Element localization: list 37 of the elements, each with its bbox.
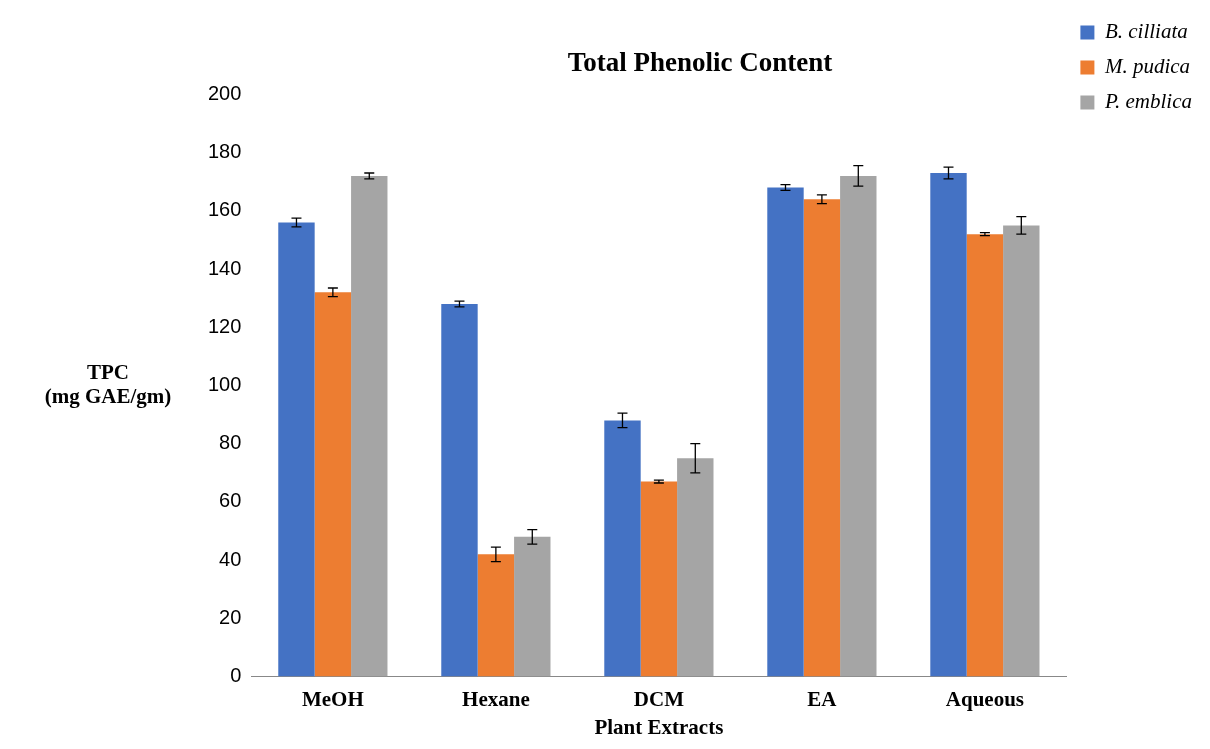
- bar: [441, 303, 478, 677]
- x-tick-label: DCM: [633, 686, 685, 711]
- y-tick-label: 40: [219, 547, 242, 570]
- y-tick-label: 80: [219, 431, 242, 454]
- x-tick-label: Aqueous: [945, 686, 1024, 711]
- bar: [477, 554, 515, 677]
- y-tick-label: 180: [207, 140, 242, 163]
- y-tick-label: 160: [207, 198, 242, 221]
- y-tick-label: 100: [207, 373, 242, 396]
- bar: [278, 222, 315, 677]
- bar: [930, 173, 967, 677]
- legend-label: P. emblica: [1103, 89, 1193, 114]
- bar: [767, 187, 804, 677]
- bar: [803, 199, 841, 677]
- x-tick-label: MeOH: [301, 686, 364, 711]
- bar: [514, 536, 551, 677]
- x-tick-label: Hexane: [462, 686, 530, 711]
- bar: [1003, 225, 1040, 677]
- bar: [604, 420, 641, 677]
- y-tick-label: 120: [207, 314, 242, 337]
- y-tick-label: 140: [207, 256, 242, 279]
- legend-label: M. pudica: [1103, 54, 1191, 79]
- y-tick-label: 60: [219, 489, 242, 512]
- y-tick-label: 0: [230, 664, 242, 687]
- bar: [840, 175, 877, 677]
- y-tick-label: 20: [219, 605, 242, 628]
- bar: [351, 175, 388, 677]
- bar: [677, 458, 714, 677]
- y-axis-title: TPC (mg GAE/gm): [44, 359, 172, 408]
- legend-label: B. cilliata: [1104, 19, 1188, 44]
- bar: [314, 292, 352, 677]
- x-tick-label: EA: [807, 686, 838, 711]
- bar: [640, 481, 678, 677]
- chart-title: Total Phenolic Content: [567, 47, 833, 78]
- bar: [966, 234, 1004, 677]
- x-axis-title: Plant Extracts: [594, 714, 724, 739]
- y-tick-label: 200: [207, 81, 242, 104]
